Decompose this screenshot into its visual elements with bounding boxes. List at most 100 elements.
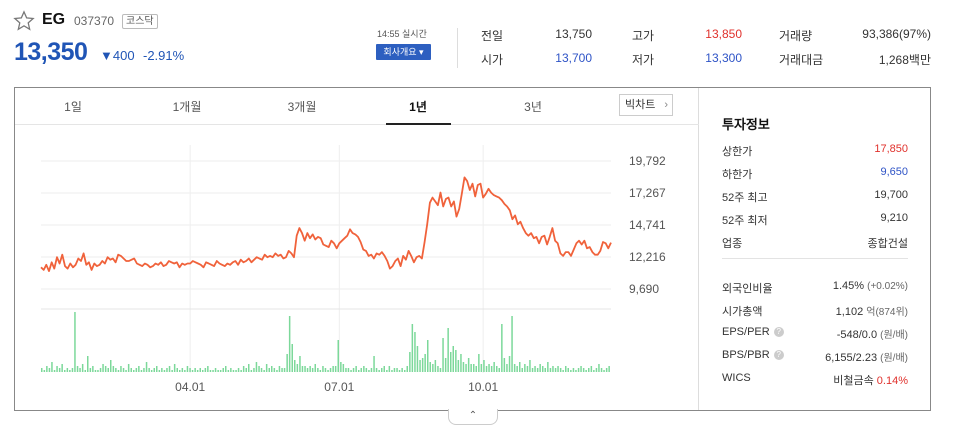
price-series-line[interactable] [40, 176, 612, 272]
volume-bar [355, 366, 357, 372]
volume-bar [171, 370, 173, 372]
volume-bar [549, 368, 552, 372]
info-row-label: 52주 최고 [722, 192, 768, 204]
volume-bar [117, 370, 120, 372]
y-tick-label: 12,216 [629, 250, 666, 264]
volume-bar [248, 364, 250, 372]
volume-bar [288, 316, 291, 372]
tab-1month[interactable]: 1개월 [172, 100, 202, 114]
volume-bar [429, 362, 431, 372]
volume-bar [401, 368, 403, 372]
volume-bar [432, 364, 434, 372]
volume-bar [286, 354, 288, 372]
volume-bar [577, 368, 580, 372]
volume-bar [148, 368, 150, 372]
quote-label-prev-close: 전일 [481, 29, 504, 43]
volume-bar [263, 370, 265, 372]
tab-3month[interactable]: 3개월 [287, 100, 317, 114]
info-row-label: 시가총액 [722, 306, 763, 318]
volume-bar [92, 366, 94, 372]
collapse-button[interactable]: ⌃ [448, 409, 498, 425]
price-chart[interactable]: 19,792 17,267 14,741 12,216 9,690 04.01 07.01 1… [15, 125, 699, 410]
volume-bar [324, 368, 327, 372]
volume-bar [570, 370, 572, 372]
volume-bar [64, 370, 66, 372]
volume-bar [365, 368, 368, 372]
volume-bar [179, 370, 181, 372]
volume-bar [350, 370, 352, 372]
volume-bar [158, 370, 161, 372]
info-row-label: 상한가 [722, 146, 753, 158]
volume-bar [245, 368, 247, 372]
volume-bar [309, 366, 311, 372]
volume-bar [53, 370, 56, 372]
info-row: 시가총액 1,102 억(874위) [722, 303, 908, 319]
tab-1year[interactable]: 1년 [409, 100, 427, 114]
volume-bar [452, 346, 454, 372]
volume-bar [125, 370, 127, 372]
volume-bar [235, 370, 237, 372]
volume-bar [281, 368, 283, 372]
volume-bar [166, 368, 168, 372]
info-row-value: 1,102 [835, 306, 864, 318]
chart-area: 1일 1개월 3개월 1년 3년 빅차트 › 19,792 17,267 14,741… [15, 88, 699, 410]
volume-bar [69, 370, 71, 372]
volume-bar [373, 356, 375, 372]
volume-bar [332, 366, 334, 372]
market-badge: 코스닥 [122, 14, 158, 29]
star-icon[interactable] [13, 10, 35, 32]
volume-bar [225, 366, 227, 372]
info-row-value: 1.45% [832, 280, 865, 292]
volume-bar [135, 368, 138, 372]
volume-bar [314, 364, 316, 372]
tab-1day[interactable]: 1일 [64, 100, 82, 114]
volume-bar [194, 368, 196, 372]
info-row-sub: (원/배) [880, 330, 908, 341]
volume-bar [104, 366, 107, 372]
info-row: 52주 최고 19,700 [722, 189, 908, 205]
volume-bar [191, 370, 194, 372]
info-row-value: 6,155/2.23 [825, 352, 878, 364]
x-tick-label: 04.01 [175, 380, 205, 394]
volume-bar [444, 358, 447, 372]
volume-bar [334, 366, 337, 372]
volume-bar [89, 368, 92, 372]
volume-bar [242, 366, 245, 372]
volume-bar [186, 366, 189, 372]
volume-bar [173, 364, 176, 372]
volume-bar [66, 368, 69, 372]
volume-bar [437, 366, 439, 372]
volume-bar [301, 366, 304, 372]
volume-bar [133, 370, 135, 372]
volume-bar [404, 370, 406, 372]
info-row-label: 외국인비율 [722, 283, 773, 295]
quote-value-trade-value: 1,268백만 [878, 53, 931, 67]
help-icon[interactable]: ? [773, 327, 784, 337]
volume-bar [56, 366, 58, 372]
volume-bar [184, 370, 186, 372]
volume-bar [99, 368, 102, 372]
volume-bar [311, 368, 314, 372]
volume-bar [48, 368, 51, 372]
volume-bar [317, 368, 319, 372]
help-icon[interactable]: ? [773, 350, 784, 360]
tab-3year[interactable]: 3년 [524, 100, 542, 114]
volume-bar [529, 360, 531, 372]
volume-bar [593, 370, 595, 372]
volume-bar [81, 364, 84, 372]
info-row-value: -548/0.0 [836, 329, 878, 341]
volume-bar [150, 370, 153, 372]
company-overview-button[interactable]: 회사개요 ▾ [376, 44, 431, 60]
volume-bar [306, 368, 309, 372]
volume-bar [488, 364, 490, 372]
volume-bar [483, 360, 485, 372]
volume-bar [381, 368, 383, 372]
price-change: ▼400 [100, 48, 135, 63]
volume-bar [176, 368, 178, 372]
volume-bar [294, 360, 296, 372]
volume-bar [501, 324, 503, 372]
volume-bar [521, 368, 523, 372]
info-divider [722, 258, 908, 259]
y-tick-label: 17,267 [629, 186, 666, 200]
big-chart-button[interactable]: 빅차트 › [619, 94, 673, 116]
